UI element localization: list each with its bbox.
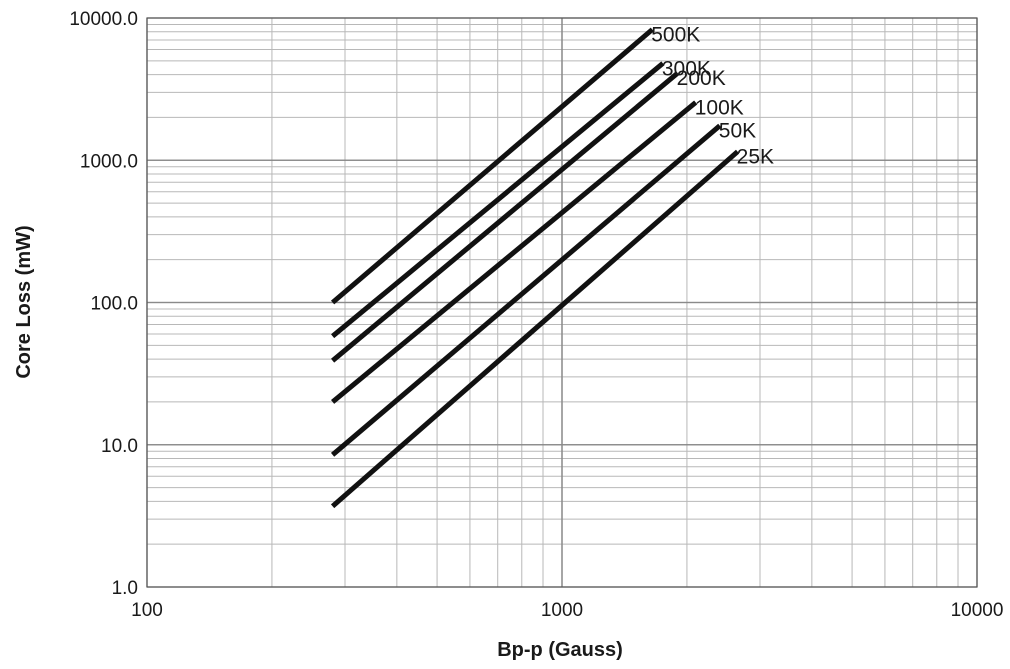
series-line-50k xyxy=(330,123,722,457)
y-tick-labels: 1.0 10.0 100.0 1000.0 10000.0 xyxy=(69,9,138,599)
series-lines xyxy=(330,27,740,509)
series-line-100k xyxy=(331,100,698,404)
x-tick-label: 1000 xyxy=(541,600,583,621)
plot-frame xyxy=(146,17,978,588)
x-tick-label: 10000 xyxy=(951,600,1004,621)
x-axis-title: Bp-p (Gauss) xyxy=(497,639,623,661)
y-tick-label: 100.0 xyxy=(90,294,138,315)
series-label-500k: 500K xyxy=(651,24,700,47)
series-line-200k xyxy=(330,71,680,363)
x-tick-labels: 100 1000 10000 xyxy=(131,600,1003,621)
series-line-500k xyxy=(330,27,654,305)
series-label-100k: 100K xyxy=(695,96,744,119)
series-line-25k xyxy=(330,149,740,509)
series-label-300k: 300K xyxy=(662,57,711,80)
y-tick-label: 10000.0 xyxy=(69,9,138,30)
y-tick-label: 1000.0 xyxy=(80,151,138,172)
y-tick-label: 10.0 xyxy=(101,436,138,457)
x-tick-label: 100 xyxy=(131,600,163,621)
series-label-50k: 50K xyxy=(719,120,756,143)
series-label-200k: 200K xyxy=(677,67,726,90)
series-line-300k xyxy=(331,61,665,339)
y-axis-title: Core Loss (mW) xyxy=(13,225,35,378)
y-tick-label: 1.0 xyxy=(112,578,138,599)
series-label-25k: 25K xyxy=(737,146,774,169)
